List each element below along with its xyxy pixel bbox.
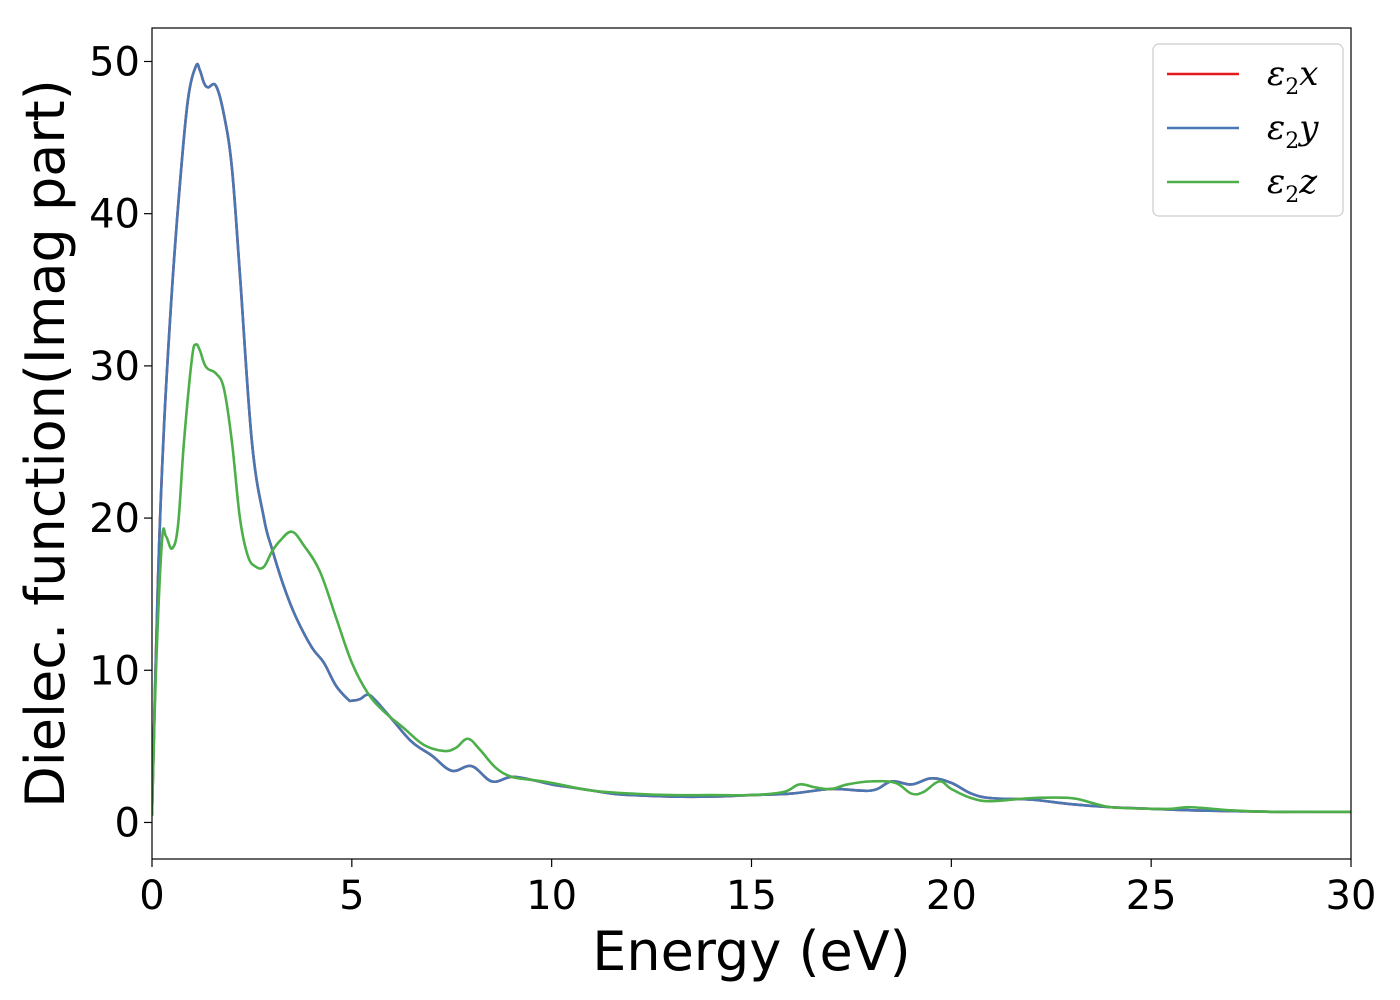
x-tick-label: 15 (726, 873, 777, 919)
series-layer (152, 62, 1351, 817)
y-axis-label: Dielec. function(Imag part) (14, 79, 77, 808)
x-tick-label: 25 (1126, 873, 1177, 919)
y-tick-label: 40 (89, 192, 140, 238)
x-tick-label: 10 (526, 873, 577, 919)
plot-area: 0 5 10 15 20 25 30 0 10 20 30 40 50 (89, 27, 1376, 919)
series-line-y (152, 62, 1351, 817)
x-tick-label: 0 (139, 873, 164, 919)
y-tick-label: 30 (89, 344, 140, 390)
y-tick-label: 50 (89, 39, 140, 85)
x-axis-label: Energy (eV) (592, 920, 911, 983)
legend: ε2x ε2y ε2z (1152, 43, 1344, 217)
legend-entry-z: ε2z (1167, 162, 1318, 208)
x-tick-label: 30 (1326, 873, 1377, 919)
x-axis-ticks: 0 5 10 15 20 25 30 (139, 859, 1376, 919)
legend-label: ε2x (1267, 54, 1318, 100)
legend-label: ε2y (1267, 108, 1319, 154)
legend-entry-y: ε2y (1167, 108, 1319, 154)
legend-entry-x: ε2x (1167, 54, 1318, 100)
y-axis-ticks: 0 10 20 30 40 50 (89, 39, 152, 846)
x-tick-label: 5 (339, 873, 364, 919)
legend-box (1152, 43, 1344, 217)
legend-label: ε2z (1267, 162, 1318, 208)
y-tick-label: 20 (89, 496, 140, 542)
y-tick-label: 0 (115, 800, 140, 846)
y-tick-label: 10 (89, 648, 140, 694)
series-line-z (152, 343, 1351, 817)
x-tick-label: 20 (926, 873, 977, 919)
